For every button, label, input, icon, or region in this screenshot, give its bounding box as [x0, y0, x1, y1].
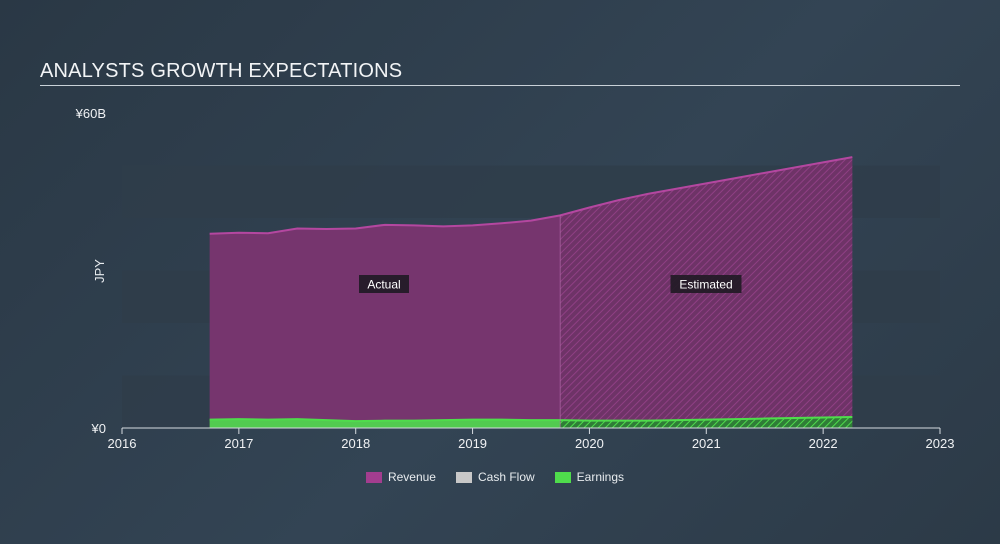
revenue-line: [209, 156, 853, 235]
x-tick-label-2016: 2016: [108, 436, 137, 451]
actual-label-bg: [359, 275, 409, 293]
earnings-line: [209, 415, 853, 423]
earnings-area-estimated: [560, 416, 853, 428]
legend-swatch-revenue: [365, 471, 382, 483]
x-tick-label-2019: 2019: [458, 436, 487, 451]
actual-label: Actual: [359, 275, 409, 293]
x-tick-label-2017: 2017: [224, 436, 253, 451]
x-tick-label-2021: 2021: [692, 436, 721, 451]
legend-swatch-earnings: [554, 471, 571, 483]
x-tick-label-2020: 2020: [575, 436, 604, 451]
chart-title: ANALYSTS GROWTH EXPECTATIONS: [40, 60, 403, 82]
legend-item-earnings[interactable]: Earnings: [554, 470, 625, 484]
actual-label-text: Actual: [367, 278, 400, 292]
legend-swatch-cash-flow: [455, 471, 472, 483]
estimated-label-text: Estimated: [679, 278, 732, 292]
legend-item-cash-flow[interactable]: Cash Flow: [455, 470, 535, 484]
legend: Revenue Cash Flow Earnings: [0, 470, 990, 484]
x-tick-label-2023: 2023: [926, 436, 955, 451]
x-tick-label-2022: 2022: [809, 436, 838, 451]
y-axis-label: JPY: [92, 259, 107, 283]
estimated-label: Estimated: [670, 275, 742, 293]
legend-label-revenue: Revenue: [387, 470, 436, 484]
legend-label-earnings: Earnings: [576, 470, 625, 484]
x-tick-label-2018: 2018: [341, 436, 370, 451]
revenue-area-actual: [209, 215, 561, 428]
legend-label-cash-flow: Cash Flow: [477, 470, 535, 484]
y-tick-label-bottom: ¥0: [91, 421, 106, 436]
chart-labels: ¥60B ¥0 JPY Actual Estimated: [75, 106, 742, 436]
earnings-area-actual: [209, 419, 561, 428]
title-divider: [40, 85, 960, 86]
estimated-label-bg: [670, 275, 742, 293]
legend-item-revenue[interactable]: Revenue: [365, 470, 436, 484]
y-tick-label-top: ¥60B: [75, 106, 106, 121]
axes: 2016 2017 2018 2019 2020 2021 2022 2023: [108, 427, 955, 451]
